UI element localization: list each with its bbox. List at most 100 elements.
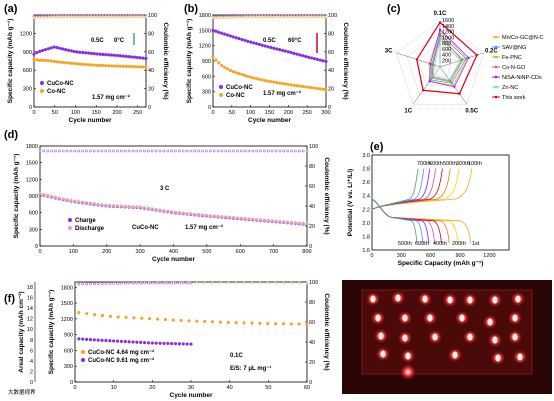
point-f-s1 (81, 337, 85, 341)
legend-marker (494, 35, 498, 39)
point-f-s3 (116, 281, 119, 285)
radar-point (415, 58, 418, 61)
y-tick-label: 300 (64, 364, 73, 370)
x-tick-label: 700 (269, 249, 278, 255)
y-tick-label: 600 (64, 348, 73, 354)
point-b-s0 (301, 54, 305, 58)
point-b-s0 (222, 32, 227, 36)
y3-axis-label: Areal capacity (mAh cm⁻²) (18, 291, 25, 372)
point-b-s0 (237, 36, 241, 41)
point-d-s2 (170, 149, 173, 153)
y3-tick-label: 6 (30, 348, 33, 354)
point-d-s2 (274, 149, 278, 153)
y-tick-label: 900 (23, 50, 32, 56)
point-a-s1 (107, 64, 111, 68)
radar-point (422, 89, 425, 92)
point-d-s1 (297, 221, 301, 225)
led-bulb (512, 333, 518, 341)
point-f-s3 (189, 281, 193, 285)
point-b-s1 (228, 68, 233, 73)
point-a-s0 (129, 55, 134, 59)
point-a-s3 (32, 16, 36, 20)
point-a-s3 (92, 15, 96, 19)
point-a-s1 (127, 64, 131, 69)
point-d-s1 (274, 219, 278, 223)
radar-series-3 (432, 34, 463, 82)
point-f-s3 (96, 282, 100, 285)
cycle-label: 700th (417, 161, 431, 167)
point-a-s0 (127, 54, 131, 59)
panel-label-d: (d) (4, 129, 18, 141)
point-b-s1 (263, 78, 267, 83)
point-b-s1 (283, 82, 288, 86)
point-f-s3 (158, 281, 162, 285)
point-f-s0 (297, 322, 301, 326)
x-tick-label: 0 (370, 253, 373, 259)
point-d-s1 (204, 213, 209, 218)
legend-marker (219, 85, 223, 89)
radar-axis-label: 0.2C (485, 48, 498, 54)
point-d-s2 (162, 149, 166, 153)
legend-marker (494, 75, 498, 79)
point-f-s0 (281, 322, 286, 326)
point-b-s1 (298, 84, 302, 88)
point-a-s1 (132, 65, 137, 69)
point-d-s2 (239, 149, 243, 153)
radar-tick-label: 800 (442, 41, 451, 47)
point-d-s2 (212, 149, 216, 153)
radar-axis-label: 0.1C (434, 11, 447, 17)
x-tick-label: 0 (32, 110, 35, 116)
legend-marker (81, 358, 85, 362)
point-d-s1 (162, 209, 166, 213)
point-d-s2 (46, 149, 50, 153)
point-d-s2 (193, 149, 197, 153)
point-b-s1 (306, 85, 311, 89)
x-tick-label: 150 (92, 110, 101, 116)
y-tick-label: 0 (29, 105, 32, 111)
point-d-s1 (111, 204, 116, 208)
y-tick-label: 0 (35, 244, 38, 250)
point-d-s1 (135, 205, 139, 209)
point-f-s0 (108, 314, 112, 319)
point-d-s2 (185, 149, 189, 153)
point-d-s1 (189, 212, 193, 216)
point-a-s0 (46, 47, 51, 51)
annotation-rate: 0.1C (230, 353, 243, 359)
point-b-s3 (223, 16, 226, 19)
point-a-s3 (98, 15, 102, 19)
point-b-s0 (228, 34, 233, 38)
point-a-s1 (40, 58, 45, 63)
legend-entry: CuCo-NC 9.61 mg cm⁻² (88, 357, 154, 364)
point-d-s1 (127, 204, 131, 209)
y2-tick-label: 20 (309, 360, 315, 366)
point-d-s2 (96, 149, 100, 153)
annotation-loading: 1.57 mg cm⁻² (185, 224, 223, 231)
point-a-s1 (86, 63, 91, 67)
x-tick-label: 150 (265, 110, 274, 116)
point-d-s2 (92, 149, 96, 153)
y3-tick-label: 8 (30, 338, 33, 344)
cycle-label: 600th (429, 161, 443, 167)
point-a-s0 (121, 54, 125, 58)
point-a-s0 (112, 53, 117, 57)
x-tick-label: 100 (69, 249, 78, 255)
point-a-s3 (124, 15, 128, 19)
chart-e (371, 154, 510, 251)
curve-charge-1st (371, 168, 473, 210)
point-d-s1 (231, 216, 236, 220)
point-d-s1 (258, 218, 263, 222)
point-a-s1 (55, 60, 59, 64)
x-tick-label: 300 (397, 253, 406, 259)
point-a-s0 (115, 53, 119, 58)
point-a-s0 (86, 51, 91, 55)
point-d-s1 (177, 211, 181, 215)
point-b-s0 (254, 42, 259, 46)
point-b-s3 (295, 15, 299, 19)
led-bulb (452, 351, 458, 359)
point-d-s1 (131, 205, 135, 209)
point-f-s0 (234, 321, 238, 325)
radar-axis-label: 1C (404, 109, 412, 115)
point-b-s1 (240, 72, 244, 77)
legend-entry: Fe-PNC (502, 55, 522, 61)
point-b-s0 (211, 28, 215, 32)
